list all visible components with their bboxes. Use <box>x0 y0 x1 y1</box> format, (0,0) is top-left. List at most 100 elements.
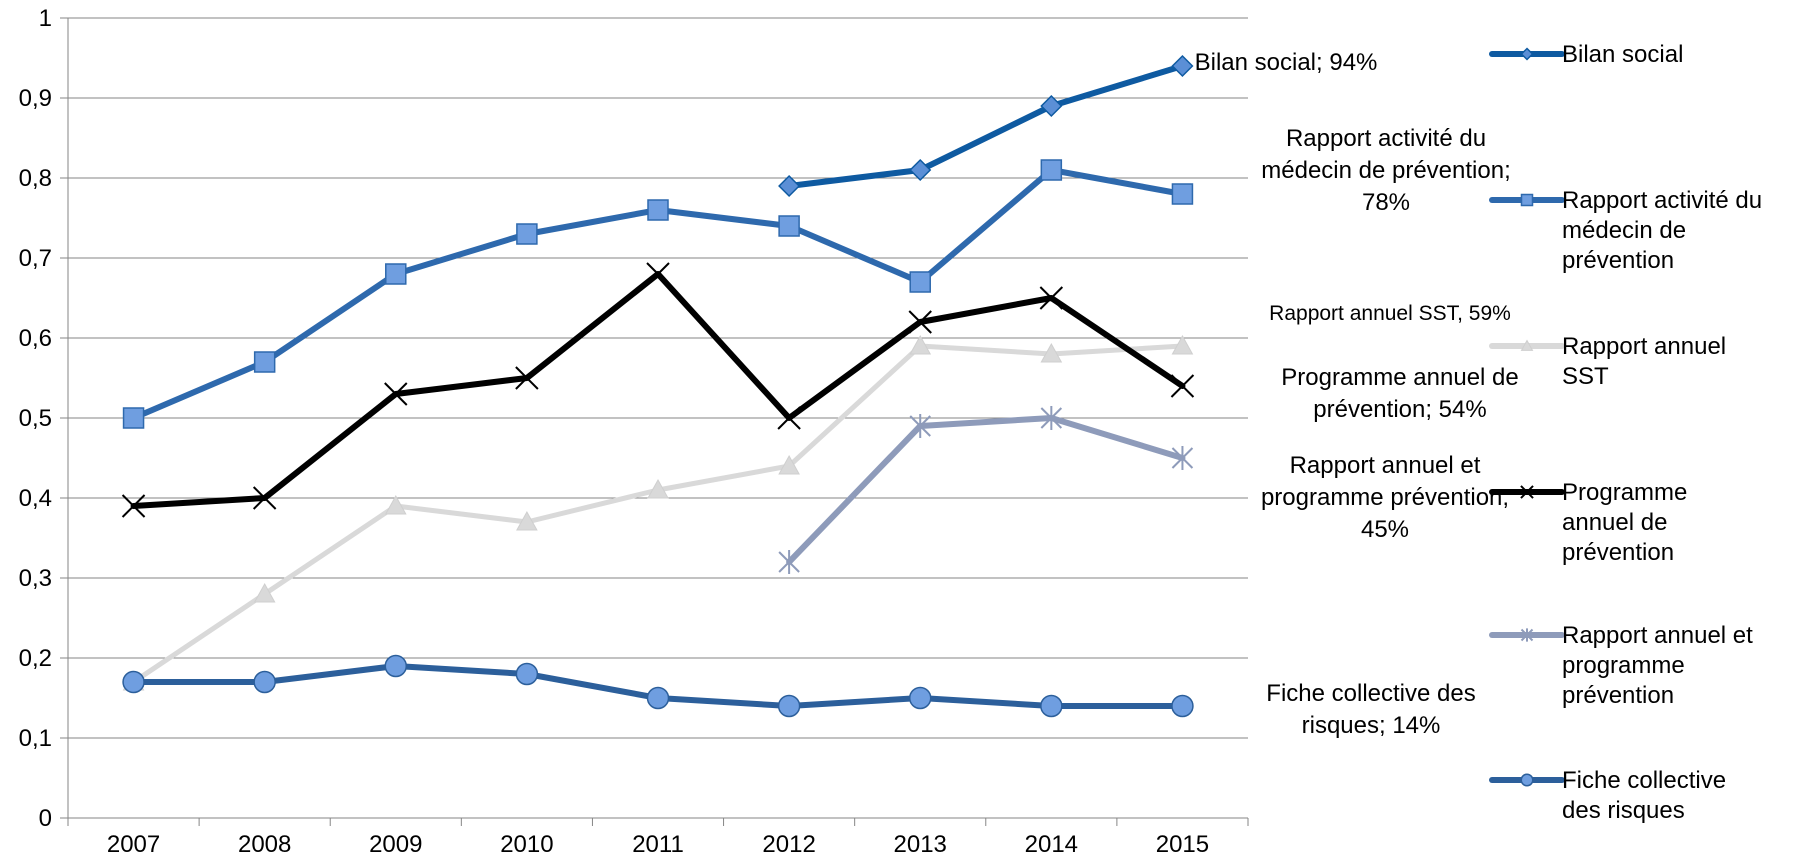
legend-label-programme-annuel-de-prevention: annuel de <box>1562 509 1667 536</box>
data-label-rapport-annuel-sst: Rapport annuel SST, 59% <box>1269 302 1511 325</box>
data-point-rapport-activite-du-medecin-de-prevention <box>516 223 538 245</box>
legend-label-programme-annuel-de-prevention: Programme <box>1562 479 1687 506</box>
legend-label-programme-annuel-de-prevention: prévention <box>1562 539 1674 566</box>
legend-label-rapport-activite-du-medecin-de-prevention: Rapport activité du <box>1562 187 1762 214</box>
data-point-programme-annuel-de-prevention <box>384 382 408 406</box>
data-label-rapport-activite-du-medecin-de-prevention: 78% <box>1362 189 1410 216</box>
data-point-bilan-social <box>1040 94 1063 118</box>
x-tick-label: 2013 <box>894 831 947 858</box>
y-tick-label: 0,7 <box>19 245 52 272</box>
series-line-rapport-annuel-sst <box>131 343 1185 685</box>
data-point-programme-annuel-de-prevention <box>252 486 277 510</box>
data-point-programme-annuel-de-prevention <box>1039 286 1064 310</box>
y-tick-label: 0,3 <box>19 565 52 592</box>
axes: 0 0,1 0,2 0,3 0,4 0,5 0,6 0,7 0,8 0,9 1 2007 2008 200… <box>19 5 1249 858</box>
legend-label-rapport-annuel-et-programme-prevention: programme <box>1562 652 1685 679</box>
data-point-programme-annuel-de-prevention <box>777 406 801 430</box>
data-point-rapport-annuel-sst <box>516 510 538 531</box>
legend-marker-rapport-annuel-sst <box>1520 339 1534 351</box>
y-tick-label: 0,1 <box>19 725 52 752</box>
legend-label-rapport-activite-du-medecin-de-prevention: médecin de <box>1562 217 1686 244</box>
series-line-programme-annuel-de-prevention <box>130 271 1186 509</box>
series-line-bilan-social <box>786 63 1186 189</box>
legend-label-rapport-annuel-et-programme-prevention: prévention <box>1562 682 1674 709</box>
legend-label-rapport-annuel-sst: SST <box>1562 363 1609 390</box>
data-point-rapport-annuel-et-programme-prevention <box>909 414 931 438</box>
data-point-rapport-annuel-sst <box>384 494 407 515</box>
y-tick-label: 0,9 <box>19 85 52 112</box>
data-point-rapport-annuel-sst <box>1171 334 1194 355</box>
data-label-fiche-collective-des-risques: risques; 14% <box>1302 712 1441 739</box>
y-tick-label: 0,6 <box>19 325 52 352</box>
x-tick-label: 2007 <box>107 831 160 858</box>
data-point-fiche-collective-des-risques <box>384 654 408 678</box>
data-point-bilan-social <box>909 158 932 182</box>
data-point-rapport-activite-du-medecin-de-prevention <box>778 215 800 237</box>
data-point-programme-annuel-de-prevention <box>515 366 539 390</box>
data-point-rapport-annuel-sst <box>909 334 932 355</box>
x-tick-label: 2008 <box>238 831 291 858</box>
data-point-programme-annuel-de-prevention <box>646 262 670 286</box>
y-tick-label: 1 <box>39 5 52 32</box>
data-point-fiche-collective-des-risques <box>646 686 670 710</box>
data-point-rapport-activite-du-medecin-de-prevention <box>1171 183 1194 205</box>
legend-marker-fiche-collective-des-risques <box>1520 773 1534 787</box>
data-point-rapport-activite-du-medecin-de-prevention <box>909 271 931 293</box>
data-point-bilan-social <box>778 174 801 198</box>
data-point-rapport-activite-du-medecin-de-prevention <box>385 263 407 285</box>
data-label-fiche-collective-des-risques: Fiche collective des <box>1266 680 1475 707</box>
data-point-fiche-collective-des-risques <box>122 670 145 694</box>
data-point-rapport-annuel-et-programme-prevention <box>1040 406 1063 430</box>
data-label-programme-annuel-de-prevention: Programme annuel de <box>1281 364 1518 391</box>
data-labels: Bilan social; 94% Rapport activité du méde… <box>1195 49 1519 739</box>
x-tick-label: 2015 <box>1156 831 1209 858</box>
data-point-fiche-collective-des-risques <box>1040 694 1063 718</box>
data-label-bilan-social: Bilan social; 94% <box>1195 49 1378 76</box>
series-lines <box>130 63 1186 709</box>
legend-label-rapport-activite-du-medecin-de-prevention: prévention <box>1562 247 1674 274</box>
data-point-bilan-social <box>1171 54 1194 78</box>
data-point-fiche-collective-des-risques <box>908 686 932 710</box>
data-label-programme-annuel-de-prevention: prévention; 54% <box>1313 396 1486 423</box>
data-point-rapport-annuel-sst <box>778 454 800 475</box>
data-label-rapport-annuel-et-programme-prevention: programme prévention; <box>1261 484 1509 511</box>
data-point-programme-annuel-de-prevention <box>1170 374 1195 398</box>
x-tick-label: 2011 <box>632 831 684 858</box>
y-tick-label: 0,5 <box>19 405 52 432</box>
series-line-rapport-annuel-et-programme-prevention <box>786 415 1186 565</box>
x-tick-label: 2010 <box>500 831 553 858</box>
data-point-rapport-activite-du-medecin-de-prevention <box>1040 159 1063 181</box>
data-point-rapport-annuel-sst <box>647 478 669 499</box>
legend-label-rapport-annuel-et-programme-prevention: Rapport annuel et <box>1562 622 1753 649</box>
legend-marker-rapport-activite-du-medecin-de-prevention <box>1520 193 1534 207</box>
data-label-rapport-annuel-et-programme-prevention: 45% <box>1361 516 1409 543</box>
legend-label-fiche-collective-des-risques: Fiche collective <box>1562 767 1726 794</box>
data-point-rapport-annuel-sst <box>253 582 276 603</box>
legend-marker-rapport-annuel-et-programme-prevention <box>1520 628 1534 642</box>
data-point-programme-annuel-de-prevention <box>121 494 146 518</box>
data-label-rapport-activite-du-medecin-de-prevention: médecin de prévention; <box>1261 157 1511 184</box>
data-point-fiche-collective-des-risques <box>1171 694 1194 718</box>
series-markers <box>121 54 1195 718</box>
data-point-programme-annuel-de-prevention <box>908 310 932 334</box>
legend-marker-programme-annuel-de-prevention <box>1520 485 1534 499</box>
data-point-rapport-activite-du-medecin-de-prevention <box>647 199 669 221</box>
data-point-fiche-collective-des-risques <box>515 662 539 686</box>
y-tick-label: 0,8 <box>19 165 52 192</box>
y-tick-label: 0,4 <box>19 485 52 512</box>
y-tick-label: 0,2 <box>19 645 52 672</box>
data-point-rapport-annuel-et-programme-prevention <box>778 550 800 574</box>
data-point-fiche-collective-des-risques <box>253 670 276 694</box>
data-label-rapport-activite-du-medecin-de-prevention: Rapport activité du <box>1286 125 1486 152</box>
legend-label-rapport-annuel-sst: Rapport annuel <box>1562 333 1726 360</box>
data-label-rapport-annuel-et-programme-prevention: Rapport annuel et <box>1290 452 1481 479</box>
gridlines <box>68 17 1248 739</box>
data-point-rapport-activite-du-medecin-de-prevention <box>122 407 145 429</box>
legend-label-fiche-collective-des-risques: des risques <box>1562 797 1685 824</box>
y-tick-label: 0 <box>39 805 52 832</box>
x-tick-label: 2009 <box>369 831 422 858</box>
data-point-fiche-collective-des-risques <box>777 694 801 718</box>
x-tick-label: 2014 <box>1025 831 1078 858</box>
legend-marker-bilan-social <box>1520 47 1534 61</box>
